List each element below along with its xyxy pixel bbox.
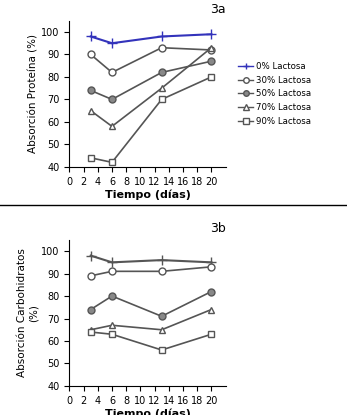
Line: 30% Lactosa: 30% Lactosa — [87, 44, 215, 76]
50% Lactosa — [110, 293, 114, 298]
0% Lactosa — [160, 34, 164, 39]
90% Lactosa — [110, 160, 114, 165]
90% Lactosa — [110, 332, 114, 337]
Line: 30% Lactosa: 30% Lactosa — [87, 264, 215, 279]
X-axis label: Tiempo (días): Tiempo (días) — [104, 189, 191, 200]
50% Lactosa — [209, 59, 213, 63]
0% Lactosa — [209, 32, 213, 37]
Text: 3a: 3a — [210, 3, 226, 16]
30% Lactosa — [110, 269, 114, 274]
Line: 90% Lactosa: 90% Lactosa — [87, 73, 215, 166]
30% Lactosa — [209, 47, 213, 52]
70% Lactosa — [88, 108, 93, 113]
70% Lactosa — [88, 327, 93, 332]
70% Lactosa — [209, 45, 213, 50]
30% Lactosa — [88, 273, 93, 278]
30% Lactosa — [209, 264, 213, 269]
70% Lactosa — [209, 307, 213, 312]
70% Lactosa — [160, 327, 164, 332]
70% Lactosa — [110, 323, 114, 328]
Y-axis label: Absorción Carbohidratos
(%): Absorción Carbohidratos (%) — [17, 249, 39, 377]
50% Lactosa — [160, 70, 164, 75]
Line: 50% Lactosa: 50% Lactosa — [87, 288, 215, 320]
90% Lactosa — [160, 347, 164, 352]
Text: 3b: 3b — [210, 222, 226, 235]
70% Lactosa — [160, 85, 164, 90]
Line: 70% Lactosa: 70% Lactosa — [87, 44, 215, 130]
Y-axis label: Absorción Proteína (%): Absorción Proteína (%) — [28, 34, 39, 153]
50% Lactosa — [88, 88, 93, 93]
Line: 0% Lactosa: 0% Lactosa — [86, 251, 216, 267]
70% Lactosa — [110, 124, 114, 129]
0% Lactosa — [88, 34, 93, 39]
0% Lactosa — [110, 260, 114, 265]
30% Lactosa — [160, 269, 164, 274]
90% Lactosa — [209, 332, 213, 337]
0% Lactosa — [160, 258, 164, 263]
90% Lactosa — [88, 155, 93, 160]
0% Lactosa — [110, 41, 114, 46]
30% Lactosa — [160, 45, 164, 50]
50% Lactosa — [209, 289, 213, 294]
50% Lactosa — [88, 307, 93, 312]
0% Lactosa — [88, 253, 93, 258]
50% Lactosa — [160, 314, 164, 319]
Legend: 0% Lactosa, 30% Lactosa, 50% Lactosa, 70% Lactosa, 90% Lactosa: 0% Lactosa, 30% Lactosa, 50% Lactosa, 70… — [235, 59, 315, 129]
Line: 0% Lactosa: 0% Lactosa — [86, 29, 216, 48]
X-axis label: Tiempo (días): Tiempo (días) — [104, 408, 191, 415]
Line: 70% Lactosa: 70% Lactosa — [87, 306, 215, 333]
30% Lactosa — [88, 52, 93, 57]
90% Lactosa — [209, 74, 213, 79]
90% Lactosa — [160, 97, 164, 102]
30% Lactosa — [110, 70, 114, 75]
Line: 50% Lactosa: 50% Lactosa — [87, 58, 215, 103]
Line: 90% Lactosa: 90% Lactosa — [87, 329, 215, 354]
90% Lactosa — [88, 330, 93, 334]
50% Lactosa — [110, 97, 114, 102]
0% Lactosa — [209, 260, 213, 265]
